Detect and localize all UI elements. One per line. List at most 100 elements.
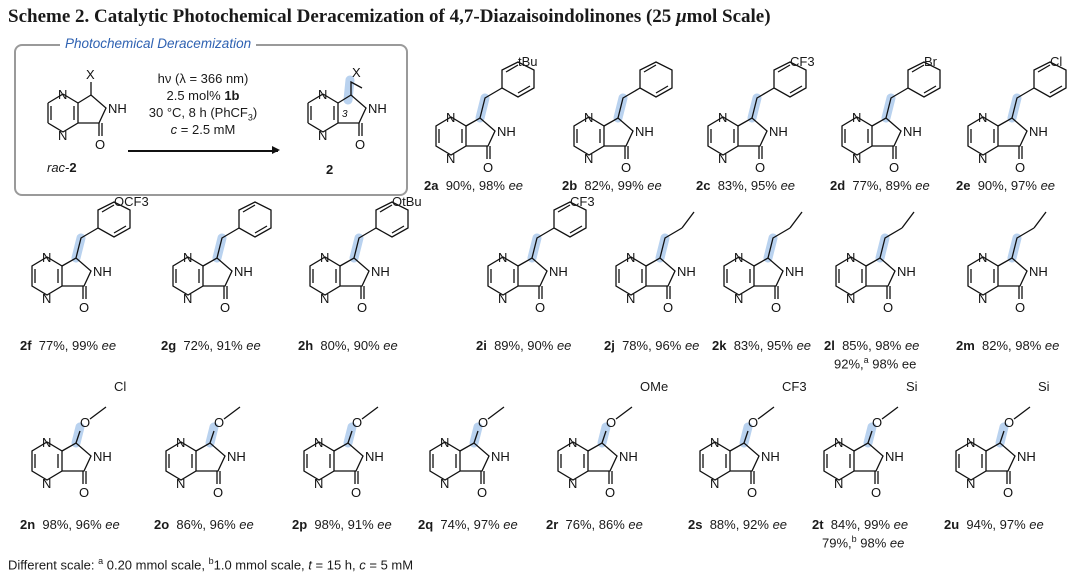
- substituent-2e: Cl: [1050, 54, 1063, 69]
- oxygen-atom: O: [748, 415, 758, 430]
- svg-text:3: 3: [342, 109, 348, 120]
- structure-2f: N N NH O: [31, 201, 131, 315]
- svg-text:N: N: [834, 476, 843, 491]
- svg-text:NH: NH: [497, 124, 516, 139]
- svg-text:O: O: [889, 160, 899, 175]
- svg-text:N: N: [320, 291, 329, 306]
- structure-2j: N N NH O: [615, 211, 696, 315]
- svg-text:NH: NH: [903, 124, 922, 139]
- svg-text:N: N: [498, 250, 507, 265]
- svg-text:N: N: [568, 476, 577, 491]
- structure-2t: O N N NH O: [823, 406, 904, 500]
- caption-2h: 2h 80%, 90% ee: [298, 338, 398, 353]
- svg-text:N: N: [318, 128, 327, 143]
- svg-text:O: O: [220, 300, 230, 315]
- svg-text:N: N: [966, 476, 975, 491]
- svg-text:N: N: [834, 435, 843, 450]
- structure-2i: N N NH O: [487, 201, 587, 315]
- caption-2g: 2g 72%, 91% ee: [161, 338, 261, 353]
- svg-text:O: O: [355, 137, 365, 152]
- substituent-2i: CF3: [570, 194, 595, 209]
- structure-2d: N N NH O: [841, 61, 941, 175]
- svg-text:O: O: [1015, 300, 1025, 315]
- svg-text:N: N: [318, 87, 327, 102]
- svg-text:O: O: [1003, 485, 1013, 500]
- svg-text:O: O: [771, 300, 781, 315]
- scheme-title: Scheme 2. Catalytic Photochemical Derace…: [8, 6, 771, 27]
- svg-text:O: O: [477, 485, 487, 500]
- caption-2a: 2a 90%, 98% ee: [424, 178, 524, 193]
- svg-text:N: N: [446, 151, 455, 166]
- svg-text:O: O: [1015, 160, 1025, 175]
- svg-text:NH: NH: [1029, 264, 1048, 279]
- substituent-2t: Si: [906, 379, 918, 394]
- caption-2m: 2m 82%, 98% ee: [956, 338, 1060, 353]
- svg-text:NH: NH: [785, 264, 804, 279]
- svg-text:N: N: [966, 435, 975, 450]
- oxygen-atom: O: [606, 415, 616, 430]
- condition-concentration: c = 2.5 mM: [170, 122, 236, 137]
- structure-2g: N N NH O: [172, 201, 272, 315]
- svg-text:NH: NH: [371, 264, 390, 279]
- caption-2n: 2n 98%, 96% ee: [20, 517, 120, 532]
- svg-text:N: N: [978, 151, 987, 166]
- svg-text:N: N: [584, 151, 593, 166]
- svg-text:N: N: [852, 151, 861, 166]
- svg-text:N: N: [710, 435, 719, 450]
- structure-2u: O N N NH O: [955, 406, 1036, 500]
- svg-text:N: N: [320, 250, 329, 265]
- oxygen-atom: O: [478, 415, 488, 430]
- svg-text:N: N: [568, 435, 577, 450]
- svg-text:O: O: [483, 160, 493, 175]
- caption-2l: 2l 85%, 98% ee: [824, 338, 920, 353]
- reactant-structure: N N NH O X: [47, 67, 127, 152]
- caption-2k: 2k 83%, 95% ee: [712, 338, 812, 353]
- caption-2u: 2u 94%, 97% ee: [944, 517, 1044, 532]
- svg-text:N: N: [183, 291, 192, 306]
- reaction-arrow: [128, 147, 280, 153]
- structure-2o: O N N NH O: [165, 406, 246, 500]
- svg-text:N: N: [498, 291, 507, 306]
- svg-text:NH: NH: [619, 449, 638, 464]
- svg-text:NH: NH: [885, 449, 904, 464]
- svg-text:NH: NH: [769, 124, 788, 139]
- svg-text:N: N: [440, 435, 449, 450]
- footnote: Different scale: a 0.20 mmol scale, b1.0…: [8, 556, 414, 573]
- oxygen-atom: O: [214, 415, 224, 430]
- structure-2m: N N NH O: [967, 211, 1048, 315]
- substituent-2c: CF3: [790, 54, 815, 69]
- svg-text:O: O: [871, 485, 881, 500]
- svg-text:X: X: [352, 65, 361, 80]
- structure-2r: O N N NH O: [557, 406, 638, 500]
- svg-text:N: N: [58, 87, 67, 102]
- structure-2c: N N NH O: [707, 61, 807, 175]
- svg-text:O: O: [79, 300, 89, 315]
- structure-2p: O N N NH O: [303, 406, 384, 500]
- svg-text:N: N: [978, 110, 987, 125]
- product-label: 2: [326, 162, 334, 177]
- svg-text:N: N: [440, 476, 449, 491]
- svg-text:NH: NH: [368, 101, 387, 116]
- svg-text:N: N: [42, 291, 51, 306]
- reactant-label: rac-2: [47, 160, 77, 175]
- caption-2p: 2p 98%, 91% ee: [292, 517, 392, 532]
- substituent-2r: OMe: [640, 379, 669, 394]
- svg-text:NH: NH: [491, 449, 510, 464]
- svg-text:N: N: [718, 110, 727, 125]
- svg-text:O: O: [755, 160, 765, 175]
- svg-text:N: N: [42, 250, 51, 265]
- oxygen-atom: O: [872, 415, 882, 430]
- substituent-2h: OtBu: [392, 194, 422, 209]
- svg-text:O: O: [79, 485, 89, 500]
- structure-2k: N N NH O: [723, 211, 804, 315]
- svg-text:O: O: [535, 300, 545, 315]
- svg-text:N: N: [734, 291, 743, 306]
- box-title: Photochemical Deracemization: [60, 36, 257, 51]
- structure-2l: N N NH O: [835, 211, 916, 315]
- substituent-2s: CF3: [782, 379, 807, 394]
- svg-text:N: N: [446, 110, 455, 125]
- svg-text:NH: NH: [93, 264, 112, 279]
- svg-text:O: O: [213, 485, 223, 500]
- svg-text:N: N: [846, 291, 855, 306]
- caption-2q: 2q 74%, 97% ee: [418, 517, 518, 532]
